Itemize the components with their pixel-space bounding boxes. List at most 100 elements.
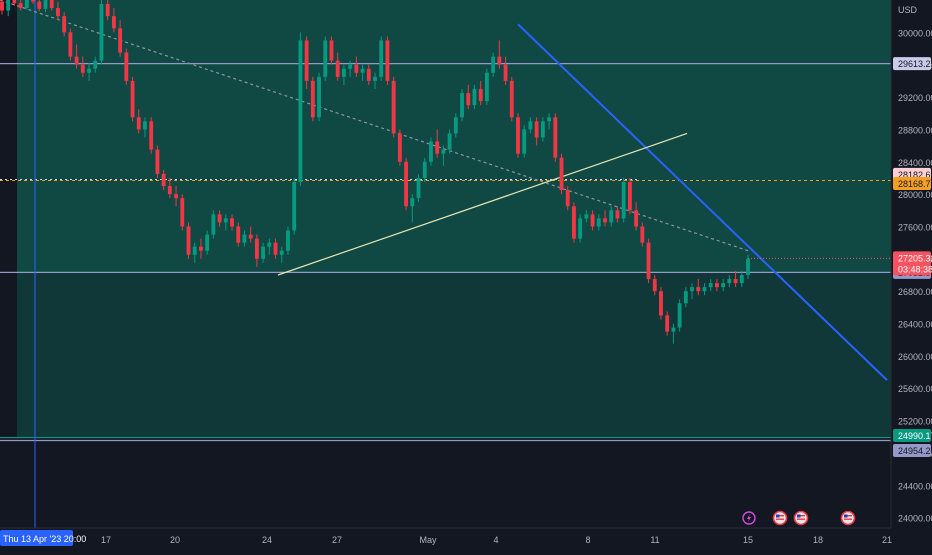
candle-body — [205, 234, 210, 251]
candle-body — [68, 32, 73, 57]
price-label-5: 24954.28 — [898, 446, 932, 456]
price-tick-label: 26800.00 — [898, 287, 932, 297]
lightning-icon-bolt — [747, 514, 751, 522]
candle-body — [696, 287, 701, 292]
candle-body — [130, 80, 135, 118]
time-tick-label: May — [419, 535, 437, 545]
us-flag-icon-ring — [793, 510, 809, 526]
shaded-zone — [17, 0, 891, 438]
currency-label: USD — [898, 5, 918, 15]
candle-body — [31, 0, 36, 2]
candle-body — [429, 141, 433, 162]
candle-body — [397, 133, 402, 162]
candle-body — [746, 258, 750, 275]
candle-body — [317, 76, 321, 118]
candle-body — [646, 242, 651, 280]
candle-body — [329, 40, 334, 61]
candle-body — [0, 1, 4, 11]
price-tick-label: 26400.00 — [898, 320, 932, 330]
price-tick-label: 28800.00 — [898, 125, 932, 135]
candle-body — [410, 198, 415, 207]
time-tick-label: 11 — [650, 535, 659, 545]
us-flag-icon[interactable] — [840, 510, 856, 526]
candle-body — [24, 0, 29, 9]
candle-body — [354, 64, 359, 73]
candle-body — [87, 68, 91, 73]
candle-body — [572, 206, 576, 239]
us-flag-icon-canton — [844, 514, 848, 518]
crosshair-time-label: Thu 13 Apr '23 20:00 — [3, 534, 86, 544]
candle-body — [267, 242, 272, 247]
candle-body — [93, 60, 98, 69]
candle-body — [155, 149, 160, 174]
us-flag-icon-stripe — [797, 515, 805, 517]
candle-body — [547, 117, 551, 122]
trendline-ascending-support[interactable] — [277, 132, 688, 276]
price-label-2: 28168.79 — [898, 179, 932, 189]
candle-body — [460, 93, 464, 118]
candle-body — [727, 279, 732, 284]
us-flag-icon-stripe — [776, 515, 784, 517]
candle-body — [298, 40, 303, 182]
candle-body — [192, 246, 197, 255]
candle-body — [478, 88, 483, 102]
candle-body — [652, 279, 657, 292]
price-tick-label: 25200.00 — [898, 417, 932, 427]
candle-body — [671, 327, 676, 332]
candle-body — [435, 141, 440, 154]
trendline-descending-resistance[interactable] — [517, 23, 888, 381]
candle-body — [453, 117, 458, 134]
price-label-4: 24990.17 — [898, 431, 932, 441]
lightning-icon[interactable] — [742, 511, 756, 525]
candle-body — [143, 121, 147, 130]
us-flag-icon-stripe — [844, 518, 852, 520]
candle-body — [683, 291, 688, 304]
candle-body — [37, 1, 42, 9]
candle-body — [416, 177, 421, 199]
candle-body — [690, 287, 694, 292]
crosshair-time-label-bg — [0, 530, 73, 546]
candle-body — [584, 214, 589, 219]
price-label-0-bg — [893, 57, 931, 71]
candle-body — [230, 218, 234, 227]
us-flag-icon-stripe — [844, 515, 852, 517]
candle-body — [534, 121, 539, 138]
candle-body — [304, 40, 309, 81]
candle-body — [286, 230, 290, 251]
last-price-label: 27205.32 — [898, 253, 932, 263]
last-price-countdown: 03:48:38 — [898, 264, 932, 274]
candle-body — [422, 161, 427, 178]
candle-body — [708, 283, 713, 288]
time-tick-label: 15 — [743, 535, 753, 545]
candle-body — [578, 218, 583, 239]
candle-body — [621, 181, 626, 219]
candle-body — [323, 40, 328, 77]
candle-body — [484, 72, 489, 102]
shaded-zone-upper — [17, 0, 891, 273]
candle-body — [528, 121, 533, 130]
price-tick-label: 29200.00 — [898, 93, 932, 103]
candle-body — [373, 76, 377, 81]
candle-body — [522, 129, 527, 154]
candle-body — [596, 218, 601, 227]
candle-body — [553, 117, 558, 158]
candle-body — [167, 186, 172, 195]
us-flag-icon[interactable] — [793, 510, 809, 526]
time-tick-label: 8 — [585, 535, 590, 545]
candle-body — [634, 210, 639, 227]
candle-body — [739, 275, 744, 284]
us-flag-icon-canton — [797, 514, 801, 518]
time-tick-label: 24 — [262, 535, 272, 545]
price-tick-label: 24400.00 — [898, 481, 932, 491]
time-axis[interactable] — [0, 528, 891, 550]
price-tick-label: 28000.00 — [898, 190, 932, 200]
us-flag-icon[interactable] — [772, 510, 788, 526]
candle-body — [261, 246, 266, 259]
candle-body — [6, 0, 11, 11]
candle-body — [292, 181, 297, 231]
candle-body — [279, 250, 284, 255]
time-tick-label: 27 — [332, 535, 342, 545]
candle-body — [217, 214, 222, 223]
